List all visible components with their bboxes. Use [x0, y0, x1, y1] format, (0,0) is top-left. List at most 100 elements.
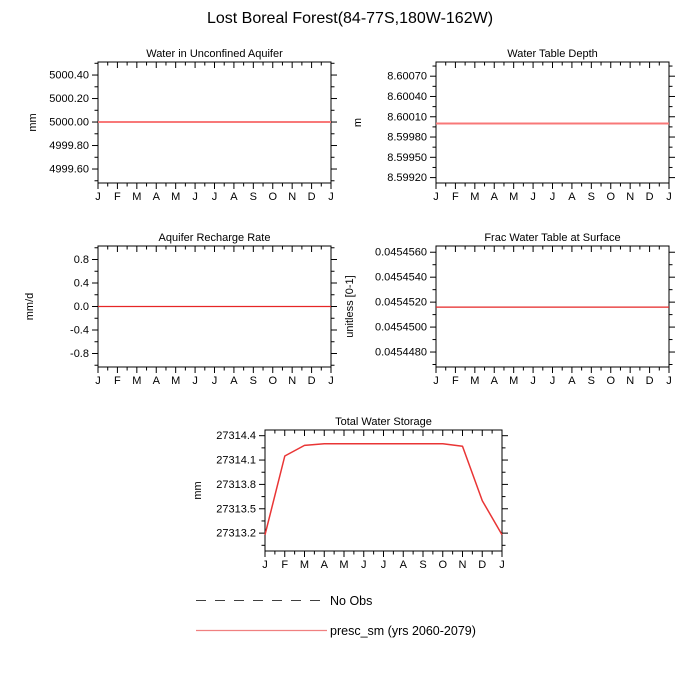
month-label: S	[588, 191, 595, 203]
y-tick-label: 8.60040	[387, 91, 427, 103]
month-label: A	[153, 375, 161, 387]
month-label: A	[491, 375, 499, 387]
month-label: J	[550, 375, 556, 387]
plot-title: Total Water Storage	[335, 416, 432, 428]
plot-title: Water in Unconfined Aquifer	[146, 48, 283, 60]
month-label: J	[666, 191, 672, 203]
month-label: J	[499, 559, 505, 571]
month-label: J	[530, 375, 536, 387]
month-label: J	[95, 375, 101, 387]
month-label: D	[308, 191, 316, 203]
month-label: O	[268, 191, 277, 203]
month-label: J	[192, 375, 198, 387]
y-tick-label: 8.60010	[387, 111, 427, 123]
legend-item-presc-sm: presc_sm (yrs 2060-2079)	[196, 623, 476, 638]
month-label: J	[433, 375, 439, 387]
y-axis-unit-label: unitless [0-1]	[344, 275, 356, 337]
month-label: J	[328, 191, 334, 203]
legend-item-no-obs: No Obs	[196, 593, 373, 608]
y-tick-label: 27313.2	[216, 528, 256, 540]
month-label: A	[230, 375, 238, 387]
series-line	[264, 443, 503, 536]
legend-label-no-obs: No Obs	[330, 593, 373, 608]
y-tick-label: 27314.1	[216, 455, 256, 467]
plot-title: Aquifer Recharge Rate	[159, 232, 271, 244]
y-tick-label: 27313.8	[216, 479, 256, 491]
y-tick-label: 5000.40	[49, 70, 89, 82]
y-tick-label: 0.8	[74, 254, 89, 266]
y-tick-label: 8.60070	[387, 71, 427, 83]
month-label: J	[530, 191, 536, 203]
month-label: A	[568, 191, 576, 203]
month-label: S	[419, 559, 426, 571]
month-label: M	[470, 191, 479, 203]
month-label: A	[491, 191, 499, 203]
month-label: A	[321, 559, 329, 571]
y-tick-label: 27314.4	[216, 430, 256, 442]
month-label: M	[470, 375, 479, 387]
plot-title: Water Table Depth	[507, 48, 598, 60]
month-label: O	[268, 375, 277, 387]
y-tick-label: 0.0454520	[375, 297, 427, 309]
y-tick-label: 27313.5	[216, 503, 256, 515]
legend-label-presc-sm: presc_sm (yrs 2060-2079)	[330, 623, 476, 638]
month-label: A	[153, 191, 161, 203]
month-label: J	[361, 559, 367, 571]
month-label: D	[478, 559, 486, 571]
page-title: Lost Boreal Forest(84-77S,180W-162W)	[206, 10, 494, 27]
y-tick-label: 0.0454500	[375, 322, 427, 334]
month-label: N	[288, 191, 296, 203]
month-label: M	[509, 191, 518, 203]
y-axis-unit-label: mm/d	[24, 293, 36, 321]
month-label: J	[212, 375, 218, 387]
month-label: J	[328, 375, 334, 387]
month-label: J	[550, 191, 556, 203]
no-obs-line-sample	[196, 600, 327, 601]
y-axis-unit-label: m	[352, 118, 364, 127]
month-label: D	[646, 191, 654, 203]
y-tick-label: 4999.80	[49, 140, 89, 152]
month-label: F	[114, 191, 121, 203]
month-label: M	[509, 375, 518, 387]
month-label: J	[262, 559, 268, 571]
month-label: M	[339, 559, 348, 571]
month-label: J	[666, 375, 672, 387]
y-tick-label: 8.59950	[387, 152, 427, 164]
month-label: N	[459, 559, 467, 571]
presc-sm-line-sample	[196, 629, 327, 632]
y-tick-label: 0.0454540	[375, 272, 427, 284]
month-label: O	[438, 559, 447, 571]
month-label: J	[192, 191, 198, 203]
month-label: J	[433, 191, 439, 203]
month-label: S	[250, 191, 257, 203]
month-label: D	[308, 375, 316, 387]
y-tick-label: 0.0454560	[375, 247, 427, 259]
month-label: N	[626, 375, 634, 387]
month-label: A	[230, 191, 238, 203]
month-label: F	[452, 191, 459, 203]
month-label: S	[250, 375, 257, 387]
month-label: N	[626, 191, 634, 203]
month-label: N	[288, 375, 296, 387]
month-label: J	[212, 191, 218, 203]
month-label: M	[171, 191, 180, 203]
y-tick-label: 8.59920	[387, 172, 427, 184]
y-tick-label: 8.59980	[387, 132, 427, 144]
month-label: J	[381, 559, 387, 571]
y-tick-label: 0.4	[74, 278, 89, 290]
y-axis-unit-label: mm	[192, 481, 204, 499]
month-label: A	[400, 559, 408, 571]
month-label: A	[568, 375, 576, 387]
y-tick-label: -0.4	[70, 324, 89, 336]
y-tick-label: 0.0454480	[375, 347, 427, 359]
month-label: M	[132, 375, 141, 387]
month-label: F	[452, 375, 459, 387]
y-tick-label: -0.8	[70, 348, 89, 360]
month-label: M	[132, 191, 141, 203]
plot-title: Frac Water Table at Surface	[484, 232, 620, 244]
month-label: D	[646, 375, 654, 387]
y-tick-label: 4999.60	[49, 164, 89, 176]
month-label: M	[171, 375, 180, 387]
